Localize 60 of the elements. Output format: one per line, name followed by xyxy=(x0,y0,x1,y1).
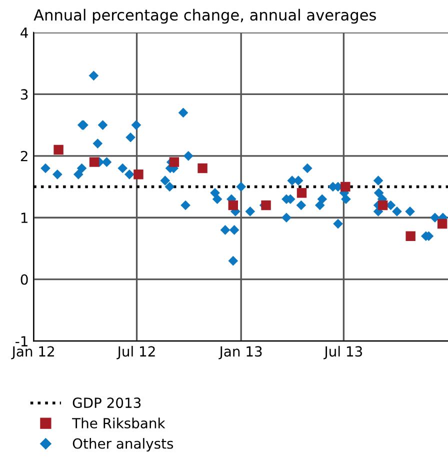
point xyxy=(317,194,328,204)
point xyxy=(430,212,440,223)
point xyxy=(88,70,99,81)
point xyxy=(333,218,343,229)
point xyxy=(52,170,62,180)
point xyxy=(437,218,448,229)
point xyxy=(76,163,87,174)
point xyxy=(212,194,222,204)
point xyxy=(314,200,325,210)
point xyxy=(180,200,190,210)
point xyxy=(406,231,416,241)
y-tick-label: -1 xyxy=(16,336,28,346)
point xyxy=(378,200,388,210)
y-tick-label: 3 xyxy=(20,89,28,100)
point xyxy=(92,138,103,148)
x-tick-label: Jan 13 xyxy=(218,346,262,360)
point xyxy=(302,163,312,174)
chart-title: Annual percentage change, annual averages xyxy=(34,8,376,24)
point xyxy=(131,120,142,130)
point xyxy=(228,256,238,266)
point xyxy=(296,200,306,210)
point xyxy=(124,170,134,180)
point xyxy=(102,157,112,167)
legend-label: GDP 2013 xyxy=(72,398,141,408)
point xyxy=(183,150,194,161)
point xyxy=(160,176,170,186)
y-tick-label: 2 xyxy=(20,150,28,162)
point xyxy=(98,120,108,130)
point xyxy=(89,157,100,167)
point xyxy=(126,132,136,142)
y-tick-label: 4 xyxy=(20,28,28,38)
legend-label: The Riksbank xyxy=(72,418,166,428)
point xyxy=(228,200,238,210)
point xyxy=(164,182,175,192)
point xyxy=(134,170,144,180)
point xyxy=(118,163,128,174)
x-tick-label: Jan 12 xyxy=(11,346,54,360)
point xyxy=(54,144,64,155)
point xyxy=(229,225,240,235)
y-tick-label: 1 xyxy=(21,212,28,223)
point xyxy=(220,225,230,235)
point xyxy=(405,206,415,216)
y-tick-label: 0 xyxy=(20,274,28,285)
legend-label: Other analysts xyxy=(72,438,174,452)
point xyxy=(341,194,351,204)
point xyxy=(198,163,208,174)
point xyxy=(236,182,246,192)
point xyxy=(373,176,384,186)
x-tick-label: Jul 13 xyxy=(324,346,362,360)
point xyxy=(40,163,50,174)
x-tick-label: Jul 12 xyxy=(116,346,155,360)
point xyxy=(282,212,292,223)
point xyxy=(245,206,256,216)
point xyxy=(169,157,180,167)
point xyxy=(73,170,84,180)
point xyxy=(340,182,350,192)
point xyxy=(374,188,384,198)
point xyxy=(296,188,307,198)
point xyxy=(392,206,402,216)
point xyxy=(178,108,188,118)
